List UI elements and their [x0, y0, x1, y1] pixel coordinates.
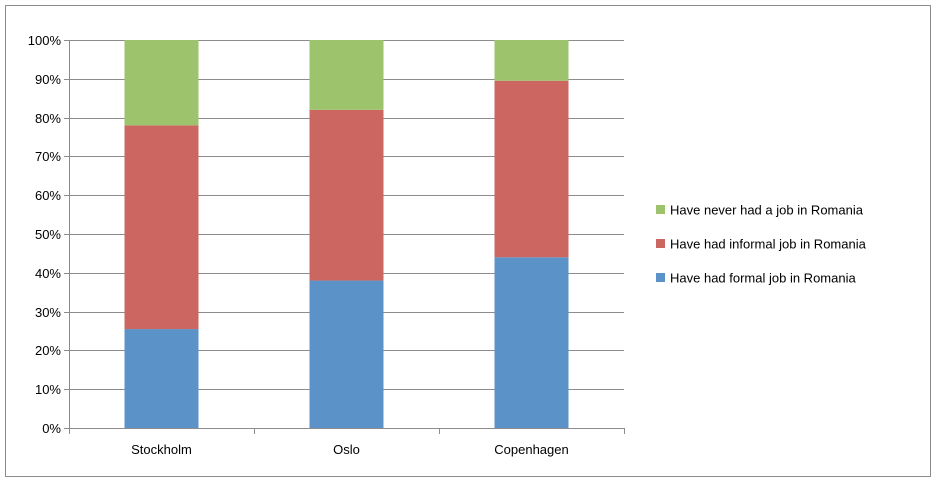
- bar-segment-stockholm-1: [124, 125, 199, 330]
- y-tick-label: 10%: [35, 382, 61, 397]
- y-tick-label: 60%: [35, 188, 61, 203]
- y-tick-label: 30%: [35, 305, 61, 320]
- bar-segment-stockholm-0: [124, 329, 199, 428]
- legend-label: Have had informal job in Romania: [670, 237, 867, 252]
- x-tick-label: Stockholm: [131, 442, 192, 457]
- x-tick-label: Copenhagen: [494, 442, 568, 457]
- bar-segment-oslo-2: [309, 40, 384, 110]
- y-tick-label: 0%: [42, 421, 61, 436]
- legend-swatch: [656, 205, 665, 214]
- legend-swatch: [656, 273, 665, 282]
- x-tick-label: Oslo: [333, 442, 360, 457]
- y-tick-label: 70%: [35, 149, 61, 164]
- y-tick-label: 50%: [35, 227, 61, 242]
- legend-label: Have never had a job in Romania: [670, 203, 864, 218]
- bar-segment-copenhagen-2: [494, 40, 569, 81]
- bar-segment-copenhagen-1: [494, 80, 569, 258]
- y-tick-label: 90%: [35, 72, 61, 87]
- bar-segment-copenhagen-0: [494, 257, 569, 428]
- y-tick-label: 80%: [35, 111, 61, 126]
- bar-segment-oslo-1: [309, 109, 384, 281]
- bar-segment-oslo-0: [309, 280, 384, 428]
- legend-label: Have had formal job in Romania: [670, 271, 856, 286]
- y-tick-label: 40%: [35, 266, 61, 281]
- y-tick-label: 20%: [35, 343, 61, 358]
- bar-segment-stockholm-2: [124, 40, 199, 126]
- legend-swatch: [656, 239, 665, 248]
- y-tick-label: 100%: [28, 33, 62, 48]
